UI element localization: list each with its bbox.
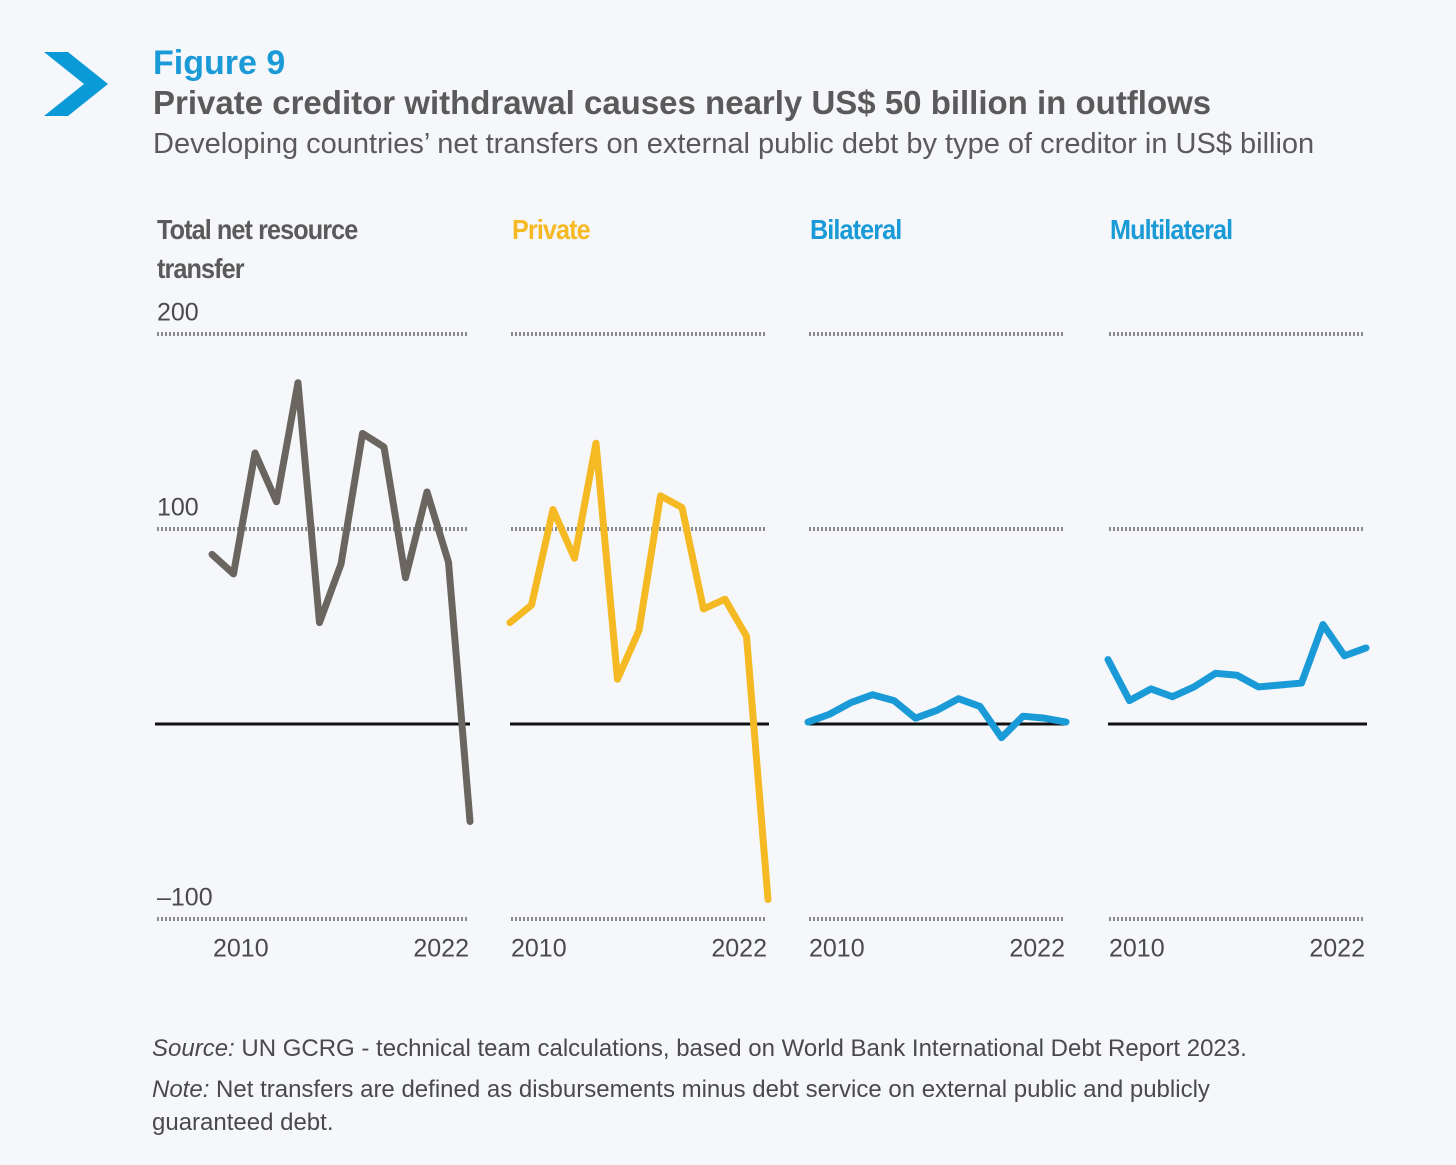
source-text: UN GCRG - technical team calculations, b… [241, 1035, 1247, 1062]
title: Private creditor withdrawal causes nearl… [153, 84, 1212, 121]
x-tick-label: 2010 [511, 935, 567, 963]
y-tick-label: –100 [157, 884, 213, 912]
x-tick-label: 2022 [1009, 935, 1065, 963]
panel-title: Private [512, 214, 591, 245]
source: Source: UN GCRG - technical team calcula… [152, 1032, 1302, 1065]
subtitle: Developing countries’ net transfers on e… [153, 128, 1315, 160]
note: Note: Net transfers are defined as disbu… [152, 1073, 1302, 1139]
panel-title: Bilateral [810, 214, 902, 245]
y-tick-label: 200 [157, 299, 199, 327]
x-tick-label: 2010 [213, 935, 269, 963]
y-tick-label: 100 [157, 494, 199, 522]
x-tick-label: 2010 [1109, 935, 1165, 963]
panel-title: Multilateral [1110, 214, 1233, 245]
x-tick-label: 2022 [1309, 935, 1365, 963]
chevron-icon [44, 52, 108, 116]
note-text: Net transfers are defined as disbursemen… [152, 1076, 1210, 1136]
data-line [506, 439, 772, 903]
x-tick-label: 2022 [413, 935, 469, 963]
x-tick-label: 2022 [711, 935, 767, 963]
x-tick-label: 2010 [809, 935, 865, 963]
source-label: Source: [152, 1035, 235, 1062]
data-line [208, 379, 474, 825]
panel-title: Total net resource transfer [157, 214, 358, 284]
figure-label: Figure 9 [153, 44, 286, 82]
data-line [1104, 621, 1370, 705]
data-line [804, 691, 1070, 742]
note-label: Note: [152, 1076, 210, 1103]
